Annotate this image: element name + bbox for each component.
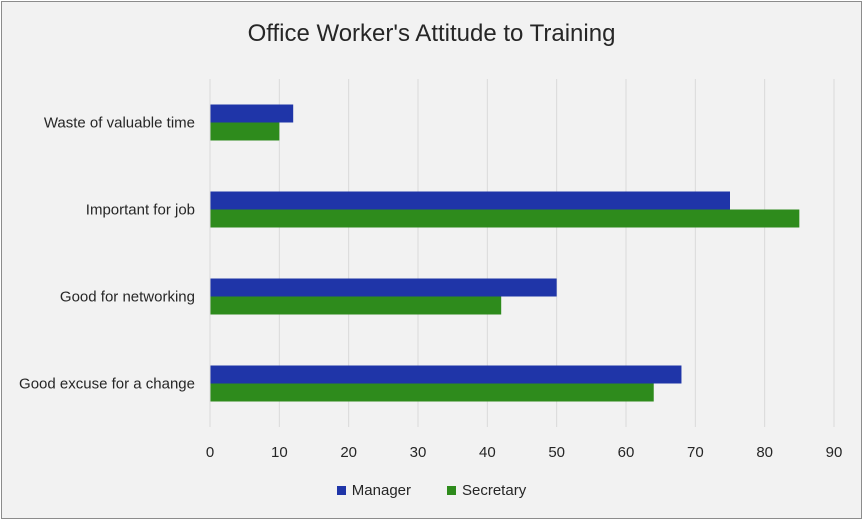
category-label: Important for job: [86, 202, 195, 219]
x-tick-label-30: 30: [410, 444, 427, 461]
category-label: Good excuse for a change: [19, 376, 195, 393]
legend-item-secretary: Secretary: [447, 482, 526, 499]
bar-manager-0: [210, 104, 294, 123]
bar-manager-2: [210, 278, 557, 297]
bar-secretary-3: [210, 383, 654, 402]
legend-swatch-manager: [336, 486, 346, 495]
bar-manager-3: [210, 365, 682, 384]
category-label: Waste of valuable time: [44, 115, 195, 132]
x-tick-label-50: 50: [548, 444, 565, 461]
legend-swatch-secretary: [447, 486, 456, 495]
bar-secretary-1: [210, 209, 800, 228]
x-tick-label-60: 60: [618, 444, 635, 461]
plot-area: 0 10 20 30 40 50 60 70 80 90 Waste of valuable tim…: [19, 79, 843, 461]
legend-label-manager: Manager: [351, 482, 411, 499]
category-label: Good for networking: [60, 289, 195, 306]
legend-label-secretary: Secretary: [462, 482, 527, 499]
x-tick-label-20: 20: [340, 444, 357, 461]
chart-title: Office Worker's Attitude to Training: [247, 20, 616, 47]
x-tick-label-10: 10: [271, 444, 288, 461]
x-tick-label-80: 80: [756, 444, 773, 461]
bar-secretary-2: [210, 296, 502, 315]
x-tick-label-40: 40: [479, 444, 496, 461]
legend-item-manager: Manager: [336, 482, 411, 499]
bar-secretary-0: [210, 122, 280, 141]
x-tick-label-70: 70: [687, 444, 704, 461]
legend: Manager Secretary: [2, 482, 861, 499]
bar-manager-1: [210, 191, 730, 210]
x-tick-label-0: 0: [206, 444, 214, 461]
x-tick-label-90: 90: [826, 444, 843, 461]
